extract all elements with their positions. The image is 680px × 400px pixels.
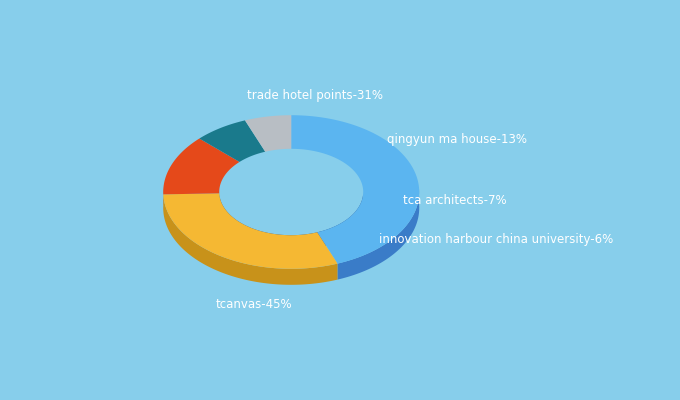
Polygon shape [163,193,337,269]
Text: qingyun ma house-13%: qingyun ma house-13% [387,134,527,146]
Polygon shape [163,194,337,285]
Text: tca architects-7%: tca architects-7% [403,194,507,206]
Text: innovation harbour china university-6%: innovation harbour china university-6% [379,234,613,246]
Polygon shape [199,120,265,162]
Text: tcanvas-45%: tcanvas-45% [216,298,292,310]
Polygon shape [245,115,291,152]
Polygon shape [219,192,363,251]
Polygon shape [163,138,239,194]
Polygon shape [291,115,420,264]
Polygon shape [337,189,420,280]
Text: trade hotel points-31%: trade hotel points-31% [248,90,384,102]
